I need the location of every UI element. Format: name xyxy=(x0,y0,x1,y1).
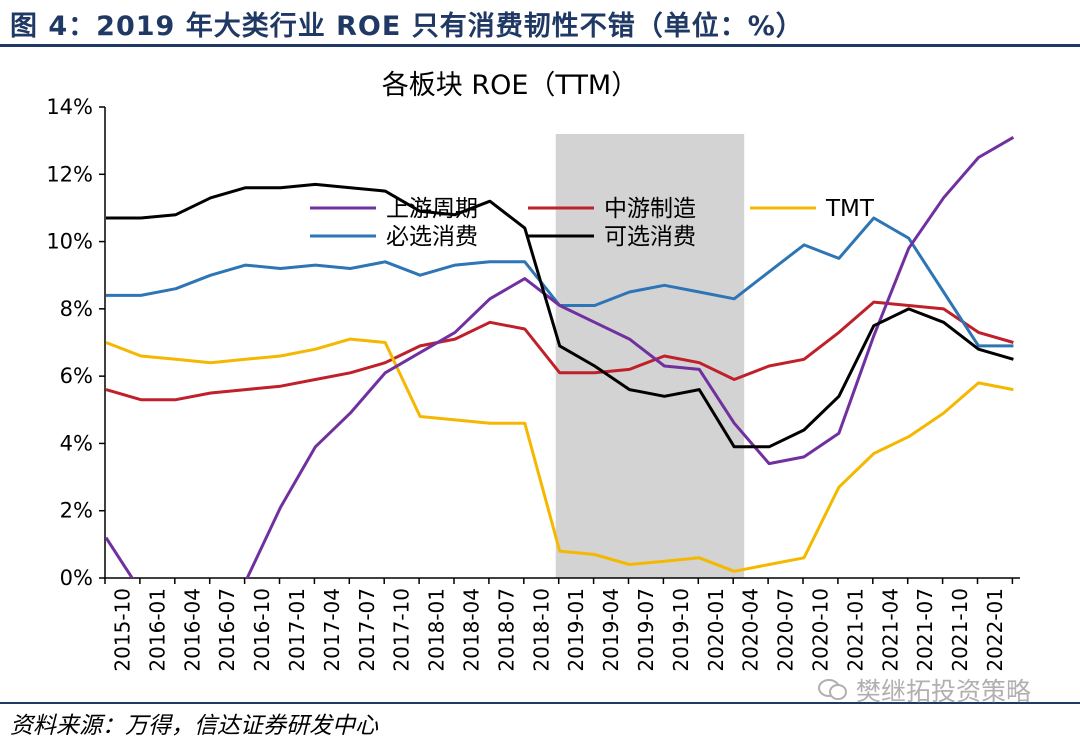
x-tick-label: 2021-04 xyxy=(878,588,902,672)
wechat-icon xyxy=(818,679,847,700)
x-tick-label: 2016-04 xyxy=(180,588,204,672)
source-note: 资料来源：万得，信达证券研发中心 xyxy=(10,713,378,739)
x-tick-label: 2020-07 xyxy=(774,588,798,672)
legend-label: TMT xyxy=(825,196,875,222)
watermark: 樊继拓投资策略 xyxy=(818,672,1031,708)
x-tick-label: 2015-10 xyxy=(110,588,134,672)
x-tick-label: 2016-07 xyxy=(215,588,239,672)
x-tick-label: 2019-01 xyxy=(564,588,588,672)
series-line-中游制造 xyxy=(105,300,1014,402)
x-tick-label: 2017-07 xyxy=(355,588,379,672)
y-tick-label: 6% xyxy=(60,364,93,388)
x-tick-label: 2016-10 xyxy=(250,588,274,672)
legend-label: 可选消费 xyxy=(604,224,696,250)
axes-layer: 0% 2% 4% 6% 8% 10% 12% 14% 2015-10 2016-01 2016-04… xyxy=(46,95,1020,672)
footer-rule xyxy=(0,702,1080,704)
series-line-TMT xyxy=(105,337,1014,573)
figure-title: 图 4：2019 年大类行业 ROE 只有消费韧性不错（单位：%） xyxy=(10,11,804,42)
y-tick-label: 12% xyxy=(46,162,93,186)
y-tick-label: 8% xyxy=(60,297,93,321)
y-tick-label: 14% xyxy=(46,95,93,119)
x-tick-label: 2018-01 xyxy=(425,588,449,672)
roe-line-chart: 0% 2% 4% 6% 8% 10% 12% 14% 2015-10 2016-01 2016-04… xyxy=(46,70,1020,672)
x-tick-label: 2020-04 xyxy=(739,588,763,672)
header-rule xyxy=(0,44,1080,47)
x-tick-label: 2019-10 xyxy=(669,588,693,672)
x-tick-label: 2021-10 xyxy=(948,588,972,672)
watermark-text: 樊继拓投资策略 xyxy=(856,677,1032,706)
legend: 上游周期 中游制造 TMT 必选消费 可选消费 xyxy=(310,196,875,250)
legend-label: 上游周期 xyxy=(386,196,478,222)
x-tick-label: 2017-01 xyxy=(285,588,309,672)
y-tick-label: 2% xyxy=(60,499,93,523)
x-tick-label: 2020-10 xyxy=(808,588,832,672)
chart-title: 各板块 ROE（TTM） xyxy=(382,70,638,101)
x-tick-label: 2022-01 xyxy=(983,588,1007,672)
x-tick-label: 2018-10 xyxy=(529,588,553,672)
y-tick-label: 10% xyxy=(46,230,93,254)
x-tick-label: 2019-04 xyxy=(599,588,623,672)
x-tick-label: 2017-10 xyxy=(390,588,414,672)
x-tick-label: 2018-04 xyxy=(459,588,483,672)
series-line-上游周期 xyxy=(105,136,1015,578)
x-tick-label: 2016-01 xyxy=(145,588,169,672)
y-tick-label: 4% xyxy=(60,431,93,455)
x-tick-label: 2021-07 xyxy=(913,588,937,672)
legend-label: 中游制造 xyxy=(604,196,696,222)
series-line-可选消费 xyxy=(106,182,1014,449)
y-tick-label: 0% xyxy=(60,566,93,590)
x-tick-label: 2018-07 xyxy=(494,588,518,672)
x-tick-label: 2017-04 xyxy=(320,588,344,672)
x-tick-label: 2019-07 xyxy=(634,588,658,672)
legend-label: 必选消费 xyxy=(386,224,478,250)
x-tick-label: 2021-01 xyxy=(843,588,867,672)
series-lines-layer xyxy=(105,136,1015,578)
x-tick-label: 2020-01 xyxy=(704,588,728,672)
